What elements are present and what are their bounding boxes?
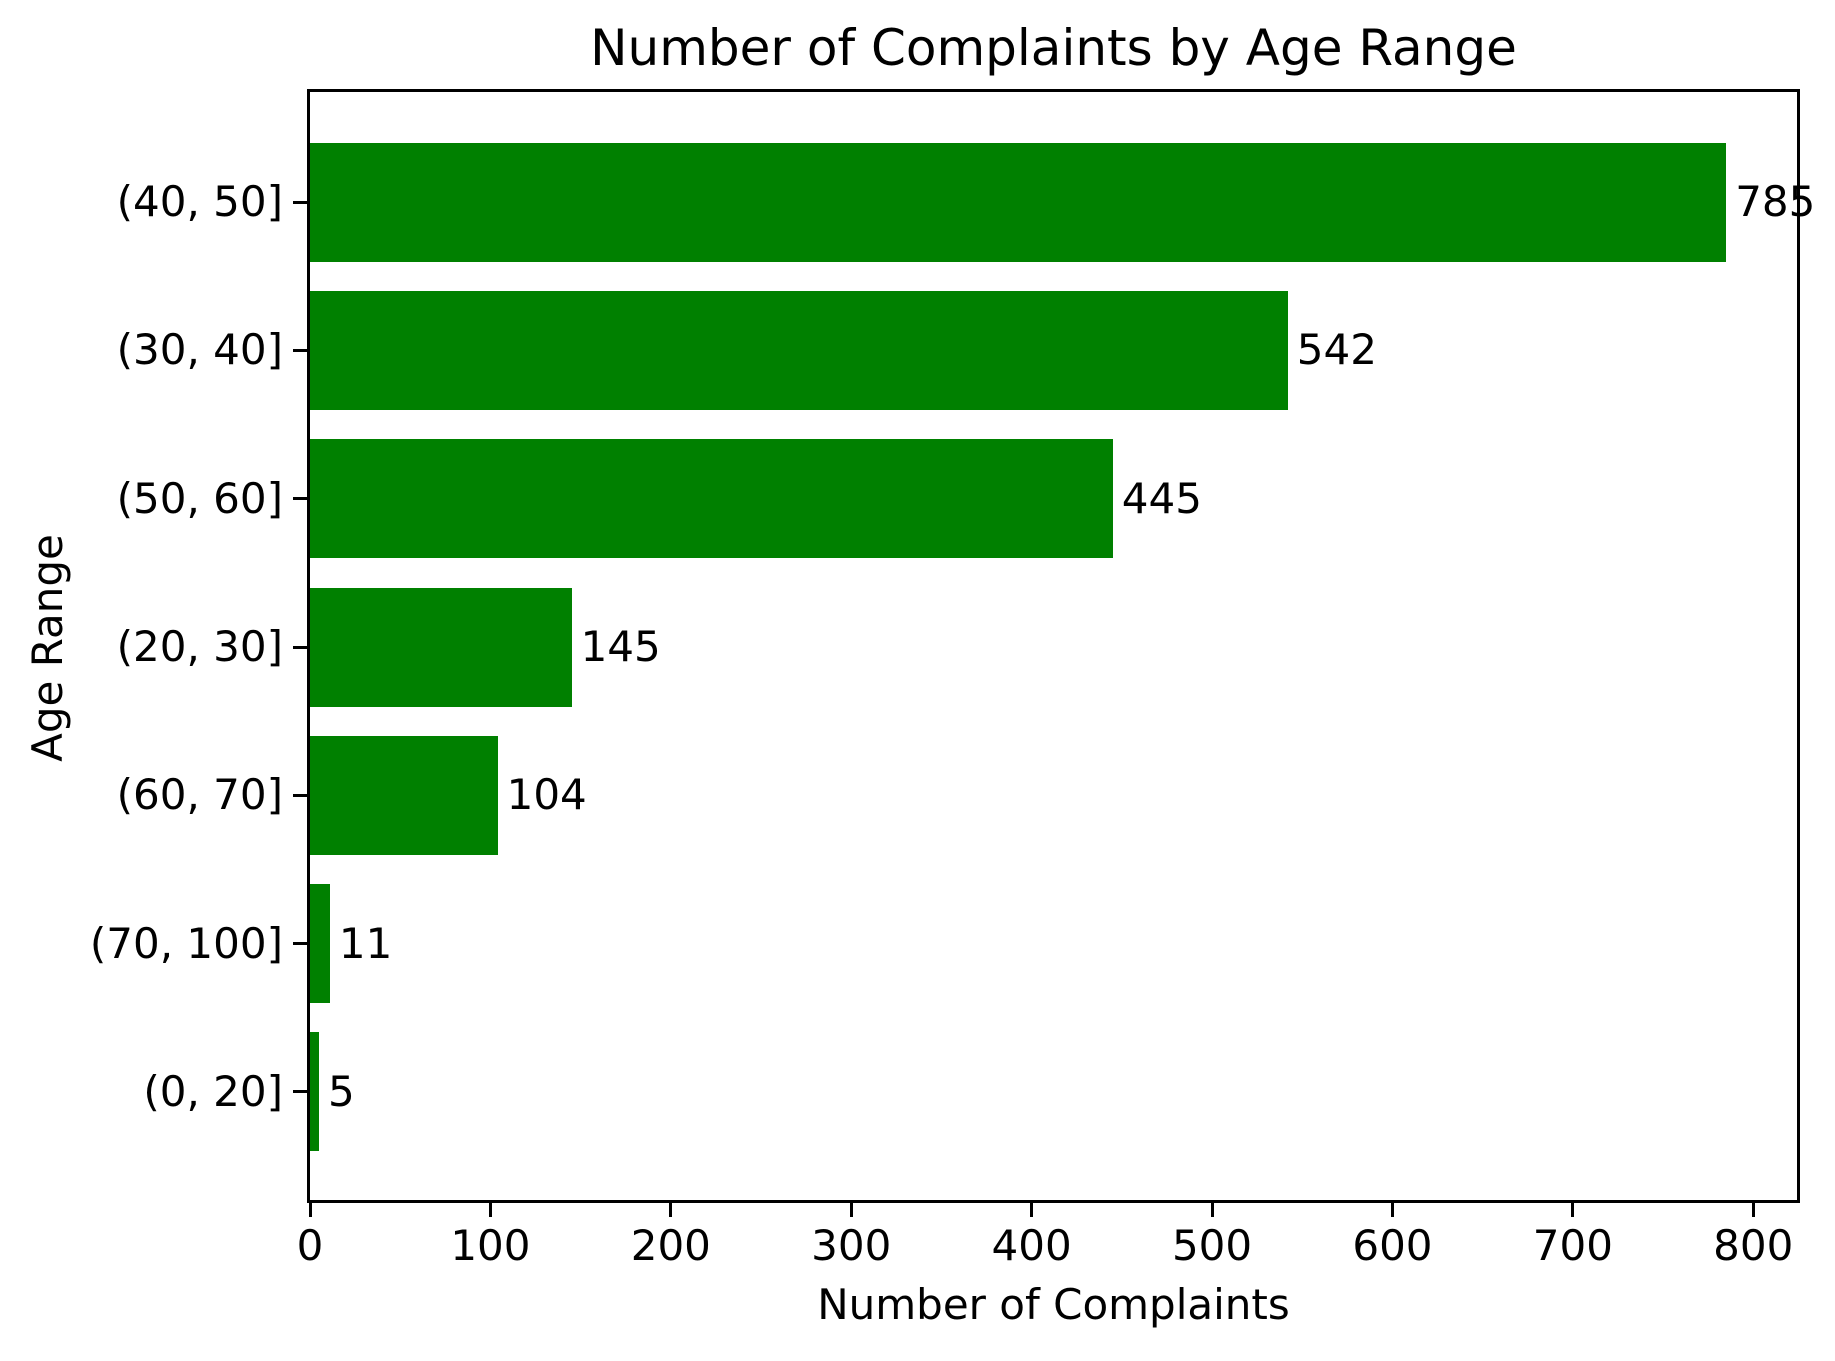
y-tick-label: (30, 40] — [116, 325, 283, 375]
bar — [310, 1032, 320, 1152]
chart-title: Number of Complaints by Age Range — [590, 19, 1517, 77]
x-tick-mark — [1751, 1200, 1755, 1217]
y-tick-label: (50, 60] — [116, 473, 283, 523]
x-tick-label: 400 — [991, 1221, 1072, 1270]
x-tick-label: 700 — [1532, 1221, 1613, 1270]
plot-area: 785 (40, 50] 542 (30, 40] 445 (50, 60] 145 (20,… — [90, 89, 1815, 1267]
bar — [310, 735, 498, 855]
x-tick-mark — [669, 1200, 673, 1217]
bar-value-label: 445 — [1121, 473, 1202, 523]
bar-value-label: 145 — [580, 622, 661, 671]
x-tick-label: 600 — [1352, 1221, 1433, 1270]
y-tick-mark — [293, 348, 310, 352]
x-tick-mark — [849, 1200, 853, 1217]
x-tick-label: 0 — [296, 1221, 324, 1270]
x-tick-label: 200 — [630, 1221, 711, 1270]
y-tick-mark — [293, 942, 310, 946]
x-tick-mark — [1571, 1200, 1575, 1217]
bar-value-label: 5 — [328, 1066, 355, 1116]
x-axis-label: Number of Complaints — [817, 1280, 1290, 1329]
y-tick-mark — [293, 793, 310, 797]
y-tick-label: (70, 100] — [89, 918, 283, 968]
bar-value-label: 785 — [1735, 177, 1816, 227]
y-tick-label: (60, 70] — [116, 770, 283, 820]
y-tick-mark — [293, 497, 310, 501]
bar-value-label: 104 — [506, 770, 587, 820]
x-tick-label: 100 — [450, 1221, 531, 1270]
y-tick-mark — [293, 200, 310, 204]
bar — [310, 884, 330, 1004]
bar — [310, 439, 1113, 559]
y-tick-mark — [293, 645, 310, 649]
y-tick-label: (20, 30] — [116, 622, 283, 671]
y-tick-label: (0, 20] — [143, 1066, 283, 1116]
x-tick-label: 800 — [1713, 1221, 1794, 1270]
bar — [310, 587, 572, 707]
x-tick-mark — [488, 1200, 492, 1217]
x-tick-mark — [308, 1200, 312, 1217]
y-tick-mark — [293, 1090, 310, 1094]
x-tick-mark — [1030, 1200, 1034, 1217]
x-tick-label: 300 — [811, 1221, 892, 1270]
x-tick-label: 500 — [1171, 1221, 1253, 1270]
bar-value-label: 11 — [338, 918, 393, 968]
y-tick-label: (40, 50] — [116, 177, 283, 227]
x-tick-mark — [1210, 1200, 1214, 1217]
bar-value-label: 542 — [1296, 325, 1377, 375]
x-tick-mark — [1390, 1200, 1394, 1217]
bar — [310, 290, 1288, 410]
bar — [310, 142, 1727, 262]
